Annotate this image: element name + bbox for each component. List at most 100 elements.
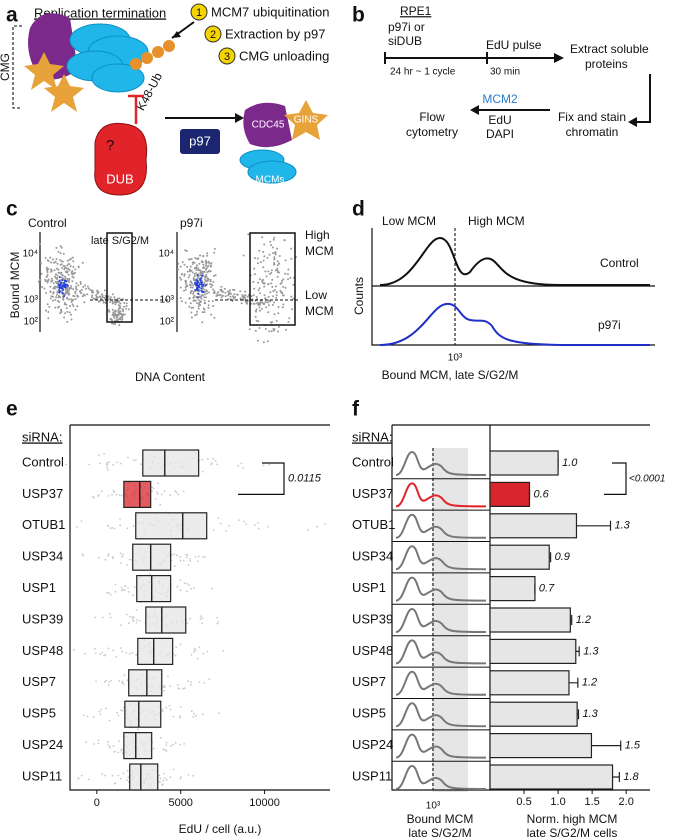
swarm-dot	[253, 524, 256, 527]
scatter-dot	[77, 284, 80, 287]
scatter-dot	[202, 307, 205, 310]
swarm-dot	[163, 684, 166, 687]
swarm-dot	[316, 525, 319, 528]
scatter-dot	[56, 286, 59, 289]
swarm-dot	[129, 652, 131, 655]
density-curve	[395, 764, 487, 790]
box	[135, 512, 208, 540]
scatter-dot	[89, 288, 92, 291]
swarm-dot	[132, 620, 135, 622]
swarm-dot	[97, 556, 100, 559]
swarm-dot	[106, 592, 108, 594]
scatter-dot	[70, 257, 72, 260]
swarm-dot	[161, 784, 164, 786]
scatter-dot	[76, 305, 79, 308]
scatter-dot	[72, 260, 75, 263]
error-bar	[576, 520, 612, 531]
swarm-dot	[163, 686, 166, 688]
plot-title: Control	[28, 216, 67, 230]
scatter-dot	[66, 289, 68, 292]
scatter-dot	[69, 265, 72, 268]
scatter-dot	[117, 312, 120, 315]
scatter-dot	[196, 302, 198, 305]
value-label: 1.8	[623, 771, 639, 783]
scatter-dot	[128, 308, 130, 311]
swarm-dot	[122, 553, 124, 556]
p97-label: p97	[189, 133, 211, 148]
scatter-dot	[205, 296, 207, 299]
swarm-dot	[169, 494, 172, 497]
swarm-dot	[107, 744, 110, 746]
scatter-dot	[63, 265, 66, 268]
arrow	[634, 74, 651, 123]
scatter-dot	[233, 293, 236, 296]
scatter-dot	[265, 275, 268, 278]
swarm-dot	[136, 619, 139, 621]
category-label: USP11	[352, 768, 392, 783]
scatter-dot	[277, 306, 280, 308]
scatter-dot	[198, 300, 201, 303]
category-label: USP34	[352, 549, 393, 564]
scatter-dot	[196, 280, 199, 282]
x-label: late S/G2/M	[408, 826, 471, 839]
swarm-dot	[94, 647, 96, 650]
scatter-dot	[259, 301, 262, 304]
swarm-dot	[104, 774, 106, 777]
scatter-dot	[269, 273, 272, 276]
swarm-dot	[123, 589, 126, 592]
scatter-dot	[259, 292, 261, 295]
swarm-dot	[113, 527, 116, 530]
scatter-dot	[55, 258, 58, 260]
scatter-dot	[229, 295, 232, 298]
scatter-dot	[255, 295, 258, 298]
header: siRNA:	[352, 429, 392, 444]
step-number: 3	[224, 51, 230, 63]
swarm-dot	[201, 622, 203, 625]
scatter-dot	[54, 280, 57, 283]
scatter-dot	[68, 311, 71, 314]
scatter-dot	[102, 301, 105, 304]
ub	[163, 40, 175, 52]
scatter-dot	[272, 252, 275, 254]
x-label: DNA Content	[135, 370, 206, 384]
scatter-dot	[276, 271, 279, 274]
scatter-dot	[216, 292, 219, 295]
scatter-dot	[255, 319, 258, 322]
scatter-dot	[197, 302, 200, 305]
scatter-dot	[50, 277, 53, 280]
scatter-dot	[191, 286, 194, 289]
box	[132, 543, 172, 571]
swarm-dot	[165, 706, 168, 709]
scatter-dot	[184, 301, 187, 304]
scatter-dot	[111, 300, 114, 303]
scatter-dot	[62, 252, 65, 255]
scatter-dot	[44, 256, 47, 259]
scatter-dot	[262, 250, 265, 253]
scatter-dot	[253, 257, 256, 260]
scatter-dot	[279, 289, 282, 292]
scatter-dot	[125, 305, 128, 307]
scatter-dot	[253, 267, 256, 270]
swarm-dot	[83, 714, 85, 717]
scatter-dot	[241, 294, 244, 297]
series-label: p97i	[598, 318, 621, 332]
swarm-dot	[256, 522, 259, 524]
scatter-dot	[59, 312, 62, 315]
swarm-dot	[307, 529, 310, 531]
swarm-dot	[174, 654, 177, 657]
bar	[489, 638, 577, 665]
scatter-dot	[57, 296, 60, 299]
scatter-dot	[67, 273, 70, 276]
swarm-dot	[84, 652, 86, 655]
scatter-dot	[197, 298, 200, 301]
swarm-dot	[107, 495, 110, 497]
scatter-dot	[50, 268, 52, 271]
scatter-dot	[107, 309, 110, 312]
error-bar	[577, 709, 580, 720]
scatter-dot	[74, 298, 77, 300]
scatter-dot	[40, 272, 43, 275]
scatter-dot	[180, 278, 183, 281]
scatter-dot	[195, 269, 198, 272]
scatter-dot	[276, 267, 279, 270]
swarm-dot	[72, 648, 75, 651]
